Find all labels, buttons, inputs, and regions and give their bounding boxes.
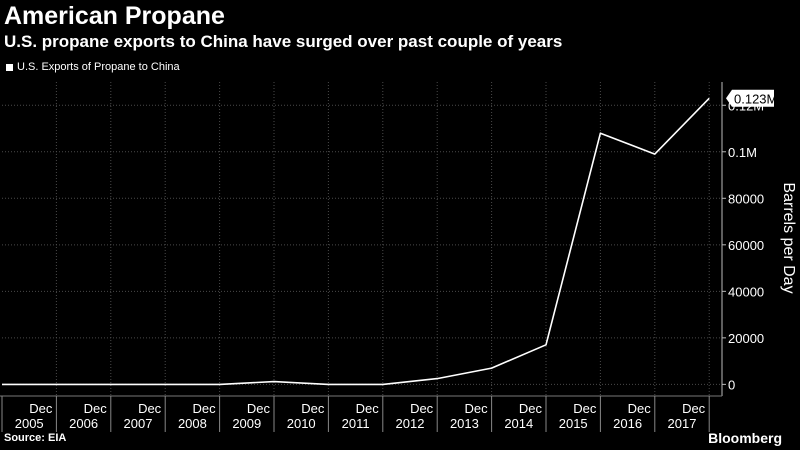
last-value-label: 0.123M xyxy=(734,91,777,106)
y-tick-label: 0.1M xyxy=(728,145,757,160)
series xyxy=(2,97,710,386)
x-tick-label: Dec xyxy=(573,401,597,416)
y-tick-label: 60000 xyxy=(728,238,764,253)
legend: U.S. Exports of Propane to China xyxy=(6,61,180,73)
x-tick-label: Dec xyxy=(29,401,53,416)
x-year-label: 2013 xyxy=(450,416,479,431)
x-year-label: 2007 xyxy=(124,416,153,431)
y-tick-label: 0 xyxy=(728,377,735,392)
x-year-label: 2016 xyxy=(613,416,642,431)
x-year-label: 2011 xyxy=(342,416,370,431)
y-tick-label: 40000 xyxy=(728,284,764,299)
bloomberg-logo: Bloomberg xyxy=(708,430,782,446)
x-tick-label: Dec xyxy=(138,401,162,416)
x-year-label: 2014 xyxy=(504,416,533,431)
x-year-label: 2012 xyxy=(396,416,425,431)
x-tick-label: Dec xyxy=(192,401,216,416)
x-tick-label: Dec xyxy=(682,401,706,416)
last-value-callout: 0.123M xyxy=(726,89,777,107)
grid xyxy=(2,82,722,396)
chart-title: American Propane xyxy=(4,2,225,30)
x-tick-label: Dec xyxy=(301,401,325,416)
chart-subtitle: U.S. propane exports to China have surge… xyxy=(4,32,563,51)
x-tick-label: Dec xyxy=(628,401,652,416)
x-axis: Dec2005Dec2006Dec2007Dec2008Dec2009Dec20… xyxy=(0,395,722,432)
series-line xyxy=(2,97,710,386)
x-year-label: 2009 xyxy=(232,416,261,431)
x-tick-label: Dec xyxy=(519,401,543,416)
x-tick-label: Dec xyxy=(464,401,488,416)
y-tick-label: 80000 xyxy=(728,191,764,206)
legend-swatch xyxy=(6,63,13,71)
x-tick-label: Dec xyxy=(84,401,108,416)
source-note: Source: EIA xyxy=(4,432,67,444)
last-value-box xyxy=(726,89,774,107)
x-year-label: 2010 xyxy=(287,416,316,431)
x-year-label: 2017 xyxy=(668,416,697,431)
x-tick-label: Dec xyxy=(356,401,380,416)
y-tick-label: 20000 xyxy=(728,331,764,346)
x-tick-label: Dec xyxy=(247,401,271,416)
x-year-label: 2008 xyxy=(178,416,207,431)
x-year-label: 2005 xyxy=(15,416,44,431)
x-year-label: 2015 xyxy=(559,416,588,431)
x-year-label: 2006 xyxy=(69,416,98,431)
legend-label: U.S. Exports of Propane to China xyxy=(17,61,180,73)
y-axis-label: Barrels per Day xyxy=(780,182,797,293)
x-tick-label: Dec xyxy=(410,401,434,416)
